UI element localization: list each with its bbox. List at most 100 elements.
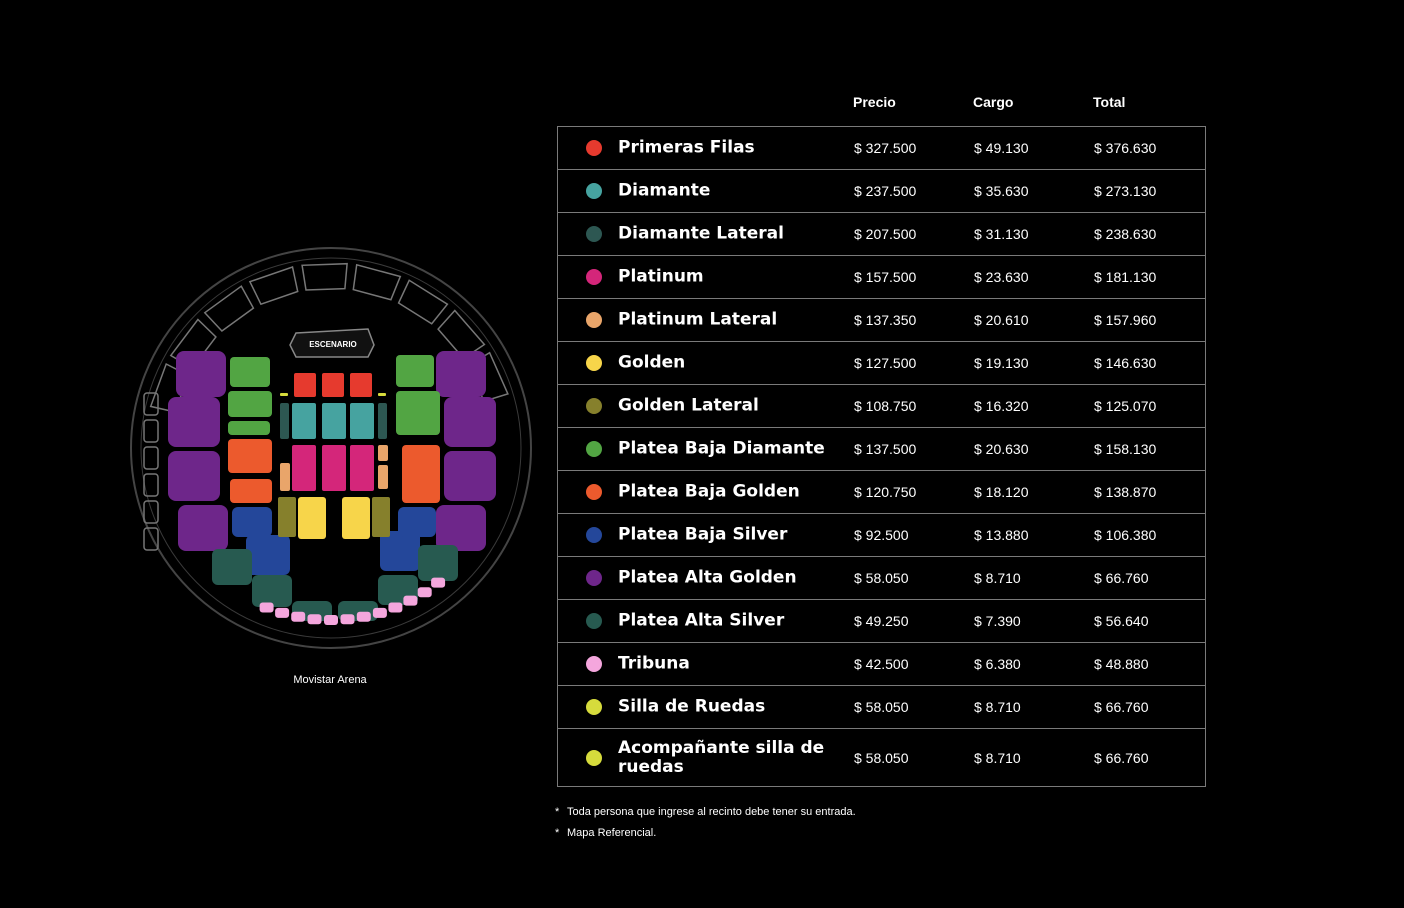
section-platea-baja-diamante bbox=[228, 391, 272, 417]
section-name: Golden bbox=[618, 352, 686, 373]
table-row: Platea Alta Silver $ 49.250 $ 7.390 $ 56.64… bbox=[558, 600, 1205, 643]
section-primeras-filas bbox=[294, 373, 316, 397]
total-value: $ 125.070 bbox=[1094, 398, 1157, 414]
price-value: $ 127.500 bbox=[854, 355, 917, 371]
outer-seat-section bbox=[143, 473, 159, 497]
arena-outer-ring bbox=[130, 247, 532, 649]
charge-value: $ 35.630 bbox=[974, 183, 1029, 199]
section-primeras-filas bbox=[322, 373, 344, 397]
total-value: $ 66.760 bbox=[1094, 570, 1149, 586]
section-color-dot bbox=[586, 441, 602, 457]
section-name: Silla de Ruedas bbox=[618, 696, 766, 717]
section-platea-baja-silver bbox=[398, 507, 436, 537]
section-platea-baja-diamante bbox=[230, 357, 270, 387]
section-tribuna bbox=[291, 611, 306, 622]
section-name: Acompañante silla de ruedas bbox=[618, 737, 825, 777]
outer-seat-section bbox=[248, 266, 299, 306]
price-value: $ 58.050 bbox=[854, 749, 909, 766]
table-row: Golden $ 127.500 $ 19.130 $ 146.630 bbox=[558, 342, 1205, 385]
section-name: Diamante Lateral bbox=[618, 223, 784, 244]
outer-seat-section bbox=[143, 419, 159, 443]
section-golden bbox=[298, 497, 326, 539]
section-silla-de-ruedas bbox=[378, 393, 386, 396]
section-tribuna bbox=[307, 614, 322, 625]
section-primeras-filas bbox=[350, 373, 372, 397]
section-platinum-lateral bbox=[378, 465, 388, 489]
section-name: Diamante bbox=[618, 180, 711, 201]
total-value: $ 157.960 bbox=[1094, 312, 1157, 328]
table-row: Platea Alta Golden $ 58.050 $ 8.710 $ 66.76… bbox=[558, 557, 1205, 600]
header-precio: Precio bbox=[853, 94, 896, 110]
charge-value: $ 20.610 bbox=[974, 312, 1029, 328]
section-color-dot bbox=[586, 312, 602, 328]
section-platea-baja-diamante bbox=[228, 421, 270, 435]
outer-seat-sections bbox=[143, 262, 509, 551]
table-row: Platea Baja Golden $ 120.750 $ 18.120 $ 138… bbox=[558, 471, 1205, 514]
stage-shape bbox=[289, 328, 375, 358]
section-platea-alta-golden bbox=[436, 505, 486, 551]
table-row: Primeras Filas $ 327.500 $ 49.130 $ 376.630 bbox=[558, 127, 1205, 170]
price-table: Precio Cargo Total Primeras Filas $ 327.5… bbox=[557, 84, 1206, 787]
outer-seat-section bbox=[352, 263, 402, 301]
price-value: $ 137.350 bbox=[854, 312, 917, 328]
total-value: $ 146.630 bbox=[1094, 355, 1157, 371]
section-tribuna bbox=[372, 607, 387, 618]
outer-seat-section bbox=[437, 309, 486, 360]
section-platea-alta-golden bbox=[444, 397, 496, 447]
section-name: Platea Alta Silver bbox=[618, 610, 785, 631]
section-color-dot bbox=[586, 656, 602, 672]
venue-map-svg: ESCENARIO bbox=[130, 247, 532, 649]
table-row: Platea Baja Diamante $ 137.500 $ 20.630 $ 1… bbox=[558, 428, 1205, 471]
note-text: Toda persona que ingrese al recinto debe… bbox=[567, 806, 856, 818]
total-value: $ 138.870 bbox=[1094, 484, 1157, 500]
section-tribuna bbox=[403, 595, 418, 606]
section-platea-baja-golden bbox=[402, 445, 440, 503]
section-platea-alta-golden bbox=[444, 451, 496, 501]
total-value: $ 106.380 bbox=[1094, 527, 1157, 543]
total-value: $ 181.130 bbox=[1094, 269, 1157, 285]
section-platea-alta-golden bbox=[168, 397, 220, 447]
section-name: Platinum bbox=[618, 266, 704, 287]
section-diamante-lateral bbox=[280, 403, 289, 439]
section-platea-baja-golden bbox=[230, 479, 272, 503]
outer-seat-section bbox=[203, 285, 255, 332]
table-row: Platea Baja Silver $ 92.500 $ 13.880 $ 106.… bbox=[558, 514, 1205, 557]
section-name: Platea Baja Golden bbox=[618, 481, 800, 502]
notes: * Toda persona que ingrese al recinto deb… bbox=[555, 806, 856, 848]
section-color-dot bbox=[586, 140, 602, 156]
header-divider bbox=[557, 126, 1206, 127]
header-total: Total bbox=[1093, 94, 1126, 110]
arena-inner-ring bbox=[140, 257, 522, 639]
section-color-dot bbox=[586, 226, 602, 242]
section-golden-lateral bbox=[372, 497, 390, 537]
note-text: Mapa Referencial. bbox=[567, 827, 657, 839]
price-value: $ 42.500 bbox=[854, 656, 909, 672]
price-value: $ 58.050 bbox=[854, 570, 909, 586]
outer-seat-section bbox=[301, 262, 348, 291]
section-diamante-lateral bbox=[378, 403, 387, 439]
section-color-dot bbox=[586, 749, 602, 766]
section-name: Tribuna bbox=[618, 653, 690, 674]
charge-value: $ 7.390 bbox=[974, 613, 1021, 629]
section-color-dot bbox=[586, 613, 602, 629]
price-value: $ 207.500 bbox=[854, 226, 917, 242]
charge-value: $ 6.380 bbox=[974, 656, 1021, 672]
table-header: Precio Cargo Total bbox=[557, 84, 1206, 127]
section-diamante bbox=[292, 403, 316, 439]
section-platea-baja-golden bbox=[228, 439, 272, 473]
section-color-dot bbox=[586, 484, 602, 500]
price-value: $ 58.050 bbox=[854, 699, 909, 715]
outer-seat-section bbox=[143, 392, 159, 416]
section-color-dot bbox=[586, 183, 602, 199]
section-silla-de-ruedas bbox=[280, 393, 288, 396]
outer-seat-section bbox=[143, 500, 159, 524]
price-value: $ 327.500 bbox=[854, 140, 917, 156]
section-platea-baja-diamante bbox=[396, 355, 434, 387]
table-row: Platinum Lateral $ 137.350 $ 20.610 $ 157.9… bbox=[558, 299, 1205, 342]
section-name: Platea Baja Diamante bbox=[618, 438, 825, 459]
table-body: Primeras Filas $ 327.500 $ 49.130 $ 376.630… bbox=[557, 127, 1206, 787]
section-platea-alta-silver bbox=[212, 549, 252, 585]
section-platea-alta-silver bbox=[252, 575, 292, 607]
charge-value: $ 49.130 bbox=[974, 140, 1029, 156]
section-color-dot bbox=[586, 527, 602, 543]
